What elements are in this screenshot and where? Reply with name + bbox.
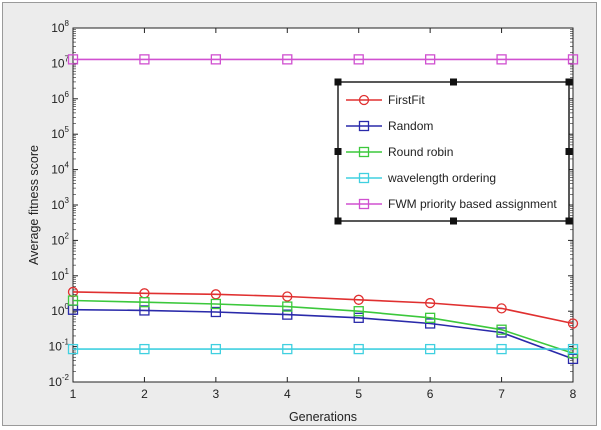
x-tick-label: 3 — [213, 387, 220, 401]
series-4 — [67, 54, 579, 65]
legend-resize-handle[interactable] — [565, 148, 573, 155]
legend-marker — [358, 146, 370, 158]
series-0 — [67, 286, 579, 329]
y-tick-label: 10-1 — [49, 338, 70, 354]
data-point — [210, 54, 222, 65]
x-tick-label: 5 — [355, 387, 362, 401]
series-line — [72, 299, 574, 354]
data-point — [353, 343, 364, 355]
legend-label: wavelength ordering — [387, 171, 496, 185]
data-point — [139, 305, 150, 316]
series-3 — [67, 343, 579, 355]
data-point — [424, 312, 436, 323]
data-point — [282, 309, 293, 320]
data-point — [139, 54, 150, 65]
y-tick-label: 107 — [51, 54, 69, 70]
legend-label: Random — [388, 119, 433, 133]
legend-marker — [358, 94, 370, 106]
data-point — [282, 291, 293, 302]
legend-marker — [358, 198, 370, 210]
data-point — [67, 295, 79, 306]
data-point — [282, 54, 293, 65]
data-point — [353, 54, 364, 65]
y-tick-label: 101 — [51, 267, 69, 283]
y-tick-label: 108 — [51, 19, 69, 35]
data-point — [282, 343, 293, 355]
data-point — [496, 54, 507, 65]
y-axis-label: Average fitness score — [27, 145, 41, 265]
legend-resize-handle[interactable] — [450, 217, 457, 225]
data-point — [496, 343, 507, 355]
data-point — [424, 343, 436, 355]
data-point — [567, 318, 579, 329]
x-tick-label: 2 — [141, 387, 148, 401]
data-point — [210, 289, 222, 300]
series-line — [72, 291, 574, 325]
data-point — [139, 297, 150, 308]
data-point — [353, 294, 364, 305]
data-point — [67, 343, 79, 355]
legend-label: FirstFit — [388, 93, 425, 107]
data-point — [567, 353, 579, 365]
x-tick-label: 4 — [284, 387, 291, 401]
legend-resize-handle[interactable] — [334, 217, 342, 225]
legend-marker — [358, 172, 370, 184]
x-tick-label: 7 — [498, 387, 505, 401]
series-1 — [67, 304, 579, 365]
series-line — [72, 308, 574, 360]
legend-label: FWM priority based assignment — [388, 197, 557, 211]
data-point — [424, 297, 436, 309]
y-tick-label: 103 — [51, 196, 69, 212]
data-point — [496, 303, 507, 314]
data-point — [424, 54, 436, 65]
y-tick-label: 105 — [51, 125, 69, 141]
data-point — [210, 306, 222, 318]
x-tick-label: 8 — [570, 387, 577, 401]
data-point — [567, 343, 579, 355]
legend-label: Round robin — [388, 145, 453, 159]
data-point — [496, 324, 507, 335]
data-point — [282, 301, 293, 312]
data-point — [353, 306, 364, 317]
data-point — [353, 312, 364, 323]
x-tick-label: 1 — [70, 387, 77, 401]
data-point — [210, 343, 222, 355]
x-axis-label: Generations — [289, 410, 357, 424]
y-tick-label: 106 — [51, 90, 69, 106]
legend-marker — [358, 120, 370, 132]
y-tick-label: 102 — [51, 231, 69, 247]
data-point — [567, 54, 579, 65]
y-tick-label: 10-2 — [49, 373, 70, 389]
legend-resize-handle[interactable] — [565, 78, 573, 86]
data-point — [210, 298, 222, 310]
legend-resize-handle[interactable] — [334, 78, 342, 86]
legend-resize-handle[interactable] — [565, 217, 573, 225]
x-tick-label: 6 — [427, 387, 434, 401]
data-point — [139, 343, 150, 355]
legend-resize-handle[interactable] — [334, 148, 342, 155]
legend-resize-handle[interactable] — [450, 78, 457, 86]
y-tick-label: 104 — [51, 161, 69, 177]
data-point — [424, 318, 436, 329]
y-tick-label: 100 — [51, 302, 69, 318]
data-point — [67, 54, 79, 65]
